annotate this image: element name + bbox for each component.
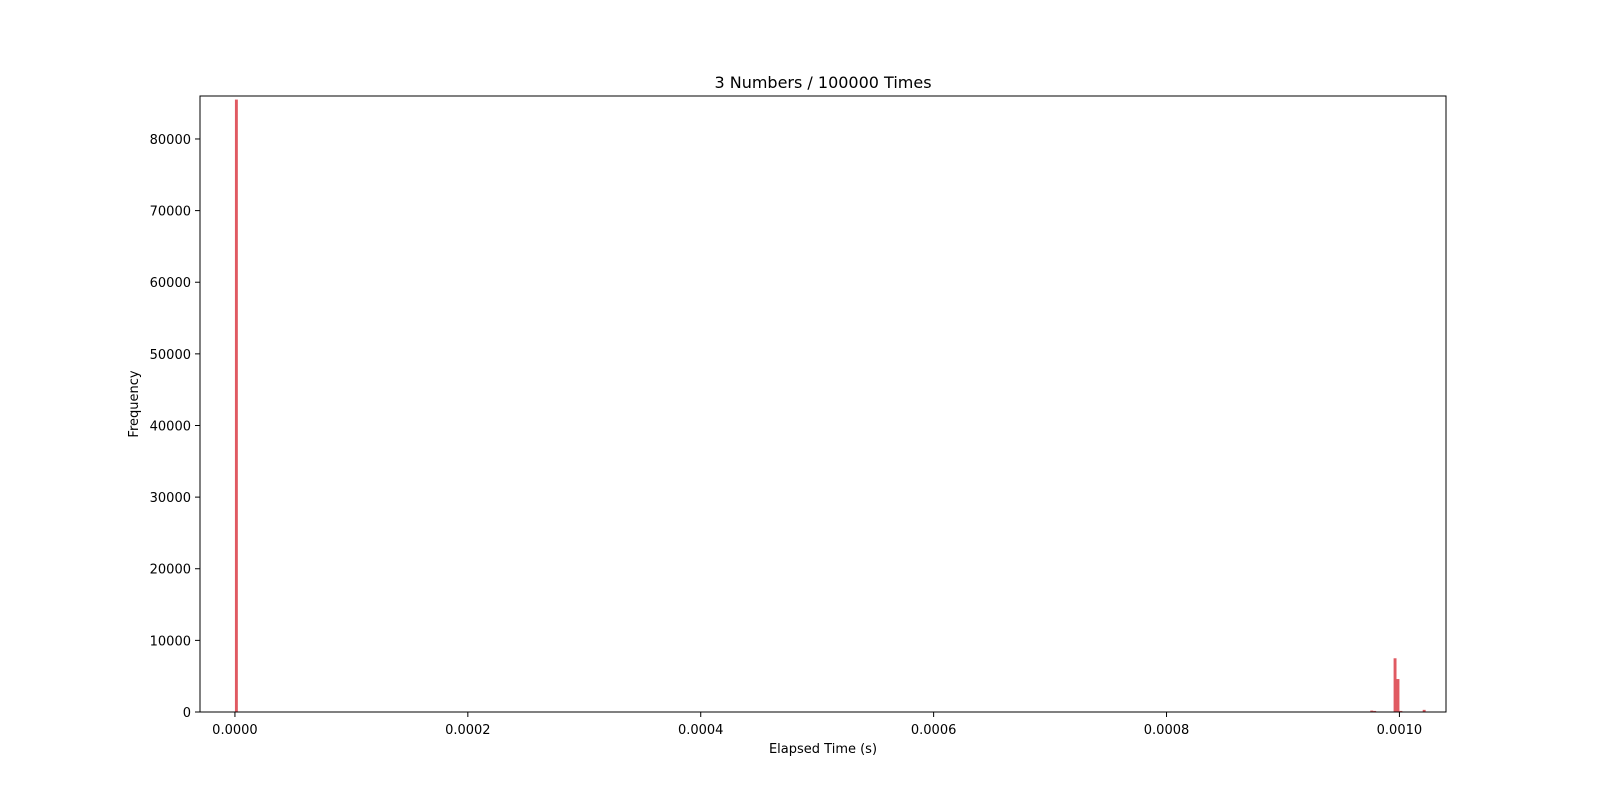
y-axis-ticks: 0 10000 20000 30000 40000 50000 60000 70000 8000…	[150, 133, 200, 721]
x-tick-label: 0.0002	[445, 723, 491, 738]
x-tick-label: 0.0000	[212, 723, 258, 738]
y-tick-label: 30000	[150, 491, 191, 506]
x-tick-label: 0.0010	[1377, 723, 1423, 738]
histogram-bar	[234, 99, 238, 712]
x-axis-label: Elapsed Time (s)	[769, 742, 877, 757]
histogram-bar	[1399, 710, 1403, 712]
y-tick-label: 0	[183, 706, 191, 721]
chart-title: 3 Numbers / 100000 Times	[714, 73, 931, 92]
bars-layer	[234, 99, 1426, 712]
x-tick-label: 0.0006	[911, 723, 957, 738]
y-tick-label: 40000	[150, 419, 191, 434]
x-tick-label: 0.0004	[678, 723, 724, 738]
histogram-bar	[1373, 710, 1377, 712]
y-tick-label: 80000	[150, 133, 191, 148]
y-tick-label: 20000	[150, 563, 191, 578]
histogram-bar	[1370, 710, 1374, 712]
histogram-bar	[1393, 658, 1397, 712]
y-axis-label: Frequency	[127, 370, 142, 437]
y-tick-label: 60000	[150, 276, 191, 291]
y-tick-label: 50000	[150, 348, 191, 363]
x-tick-label: 0.0008	[1144, 723, 1190, 738]
plot-frame	[199, 95, 1447, 713]
x-axis-ticks: 0.0000 0.0002 0.0004 0.0006 0.0008 0.0010	[212, 712, 1422, 738]
histogram-bar	[1422, 709, 1426, 712]
y-tick-label: 10000	[150, 634, 191, 649]
histogram-bar	[1396, 679, 1400, 712]
y-tick-label: 70000	[150, 205, 191, 220]
